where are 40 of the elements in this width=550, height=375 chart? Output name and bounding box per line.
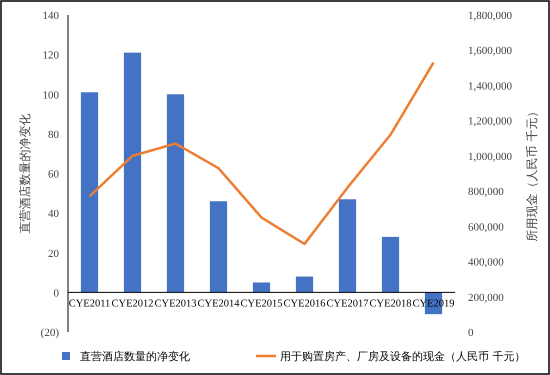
bar — [338, 199, 356, 292]
bar — [296, 276, 314, 292]
line-series — [88, 61, 435, 246]
y2-tick-label: 1,600,000 — [468, 45, 512, 58]
y-tick-label: 20 — [48, 248, 60, 260]
y2-tick-label: 1,800,000 — [468, 10, 512, 22]
y2-tick-label: 1,400,000 — [468, 80, 512, 92]
bar — [210, 201, 228, 292]
x-tick-label: CYE2017 — [326, 298, 368, 310]
bar — [124, 52, 142, 292]
y2-tick-label: 200,000 — [468, 292, 504, 304]
y2-tick-label: 1,000,000 — [468, 150, 512, 163]
y-tick-label: 80 — [48, 128, 60, 141]
y-tick-label: 40 — [48, 208, 60, 220]
y2-tick-label: 400,000 — [468, 256, 504, 269]
y2-tick-label: 800,000 — [468, 186, 504, 198]
y2-tick-label: 1,200,000 — [468, 116, 512, 128]
y2-axis-title: 所用现金（人民币 千元） — [525, 106, 539, 242]
y2-tick-label: 0 — [468, 327, 474, 339]
y2-tick-label: 600,000 — [468, 221, 504, 234]
y-tick-label: 60 — [48, 168, 60, 180]
legend-label: 直营酒店数量的净变化 — [80, 350, 190, 363]
bar — [382, 236, 400, 292]
bar — [166, 94, 184, 292]
bar — [80, 92, 98, 292]
y-axis-title: 直营酒店数量的净变化 — [18, 114, 32, 234]
x-tick-label: CYE2011 — [68, 298, 110, 310]
y-tick-label: 100 — [42, 89, 60, 102]
x-tick-label: CYE2014 — [198, 298, 240, 310]
x-tick-label: CYE2012 — [112, 298, 154, 310]
x-tick-label: CYE2013 — [154, 298, 196, 310]
legend-label: 用于购置房产、厂房及设备的现金（人民币 千元） — [280, 350, 526, 363]
y-tick-label: 0 — [54, 287, 60, 300]
x-tick-label: CYE2016 — [284, 298, 326, 310]
x-tick-label: CYE2018 — [370, 298, 412, 310]
bar — [252, 282, 270, 292]
y-tick-label: 140 — [42, 10, 60, 22]
y-tick-label: (20) — [40, 327, 60, 339]
y-tick-label: 120 — [42, 50, 60, 62]
x-tick-label: CYE2015 — [240, 298, 282, 310]
